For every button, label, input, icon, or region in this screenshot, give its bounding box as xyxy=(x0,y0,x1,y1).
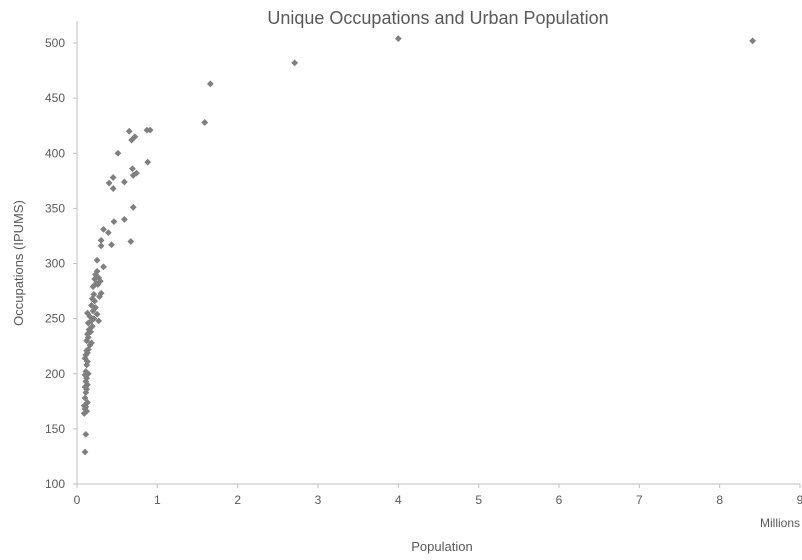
data-point xyxy=(95,317,103,325)
data-point xyxy=(749,37,757,45)
data-point xyxy=(97,242,105,250)
y-tick-label: 250 xyxy=(45,312,65,326)
data-point xyxy=(88,339,95,347)
data-points xyxy=(80,35,757,456)
axes xyxy=(76,21,800,485)
y-tick-label: 450 xyxy=(45,91,65,105)
data-point xyxy=(127,238,135,245)
x-tick-label: 6 xyxy=(556,493,563,507)
x-tick-labels: 0 1 2 3 4 5 6 7 8 9 xyxy=(74,484,802,507)
x-axis-title: Population xyxy=(411,539,472,554)
data-point xyxy=(93,267,101,275)
data-point xyxy=(206,80,214,88)
data-point xyxy=(84,346,92,353)
data-point xyxy=(80,402,88,410)
data-point xyxy=(129,203,137,211)
data-point xyxy=(81,394,89,402)
data-point xyxy=(108,241,115,249)
data-point xyxy=(133,169,140,177)
data-point xyxy=(131,133,139,141)
y-tick-label: 400 xyxy=(45,146,65,160)
data-point xyxy=(81,354,89,362)
x-tick-label: 3 xyxy=(315,493,322,507)
data-point xyxy=(81,383,89,391)
data-point xyxy=(84,381,91,389)
x-unit-label: Millions xyxy=(760,516,800,530)
data-point xyxy=(114,149,122,157)
data-point xyxy=(104,229,112,237)
x-tick-label: 8 xyxy=(716,493,723,507)
y-tick-label: 200 xyxy=(45,367,65,381)
data-point xyxy=(105,179,113,187)
chart-title: Unique Occupations and Urban Population xyxy=(267,8,608,28)
data-point xyxy=(81,448,89,456)
data-point xyxy=(90,290,98,298)
data-point xyxy=(82,389,90,396)
data-point xyxy=(128,136,136,144)
data-point xyxy=(88,302,95,309)
data-point xyxy=(129,165,136,173)
y-tick-label: 150 xyxy=(45,422,65,436)
x-tick-label: 1 xyxy=(154,493,161,507)
y-tick-label: 100 xyxy=(45,477,65,491)
data-point xyxy=(91,297,99,305)
data-point xyxy=(144,158,152,166)
data-point xyxy=(109,174,117,181)
x-tick-label: 4 xyxy=(395,493,402,507)
x-tick-label: 9 xyxy=(797,493,802,507)
data-point xyxy=(120,178,128,186)
data-point xyxy=(82,368,90,375)
data-point xyxy=(82,378,90,385)
data-point xyxy=(82,430,90,438)
data-point xyxy=(100,225,107,233)
data-point xyxy=(394,35,402,43)
data-point xyxy=(97,236,105,244)
y-tick-label: 300 xyxy=(45,257,65,271)
data-point xyxy=(91,275,99,283)
data-point xyxy=(291,59,299,67)
data-point xyxy=(93,256,101,264)
y-axis-title: Occupations (IPUMS) xyxy=(11,200,26,326)
data-point xyxy=(201,119,209,126)
data-point xyxy=(83,407,91,415)
data-point xyxy=(146,126,154,134)
x-tick-label: 5 xyxy=(475,493,482,507)
data-point xyxy=(93,310,101,318)
data-point xyxy=(84,370,92,378)
y-tick-label: 350 xyxy=(45,201,65,215)
data-point xyxy=(88,322,96,330)
data-point xyxy=(82,351,90,359)
data-point xyxy=(120,216,128,223)
data-point xyxy=(100,263,107,271)
y-tick-labels: 100 150 200 250 300 350 400 450 500 xyxy=(45,36,77,491)
data-point xyxy=(109,185,117,192)
x-tick-label: 0 xyxy=(74,493,81,507)
x-tick-label: 7 xyxy=(636,493,643,507)
data-point xyxy=(125,127,133,135)
data-point xyxy=(84,399,91,406)
y-tick-label: 500 xyxy=(45,36,65,50)
data-point xyxy=(110,218,118,226)
data-point xyxy=(84,309,91,317)
data-point xyxy=(97,289,105,297)
x-tick-label: 2 xyxy=(234,493,241,507)
